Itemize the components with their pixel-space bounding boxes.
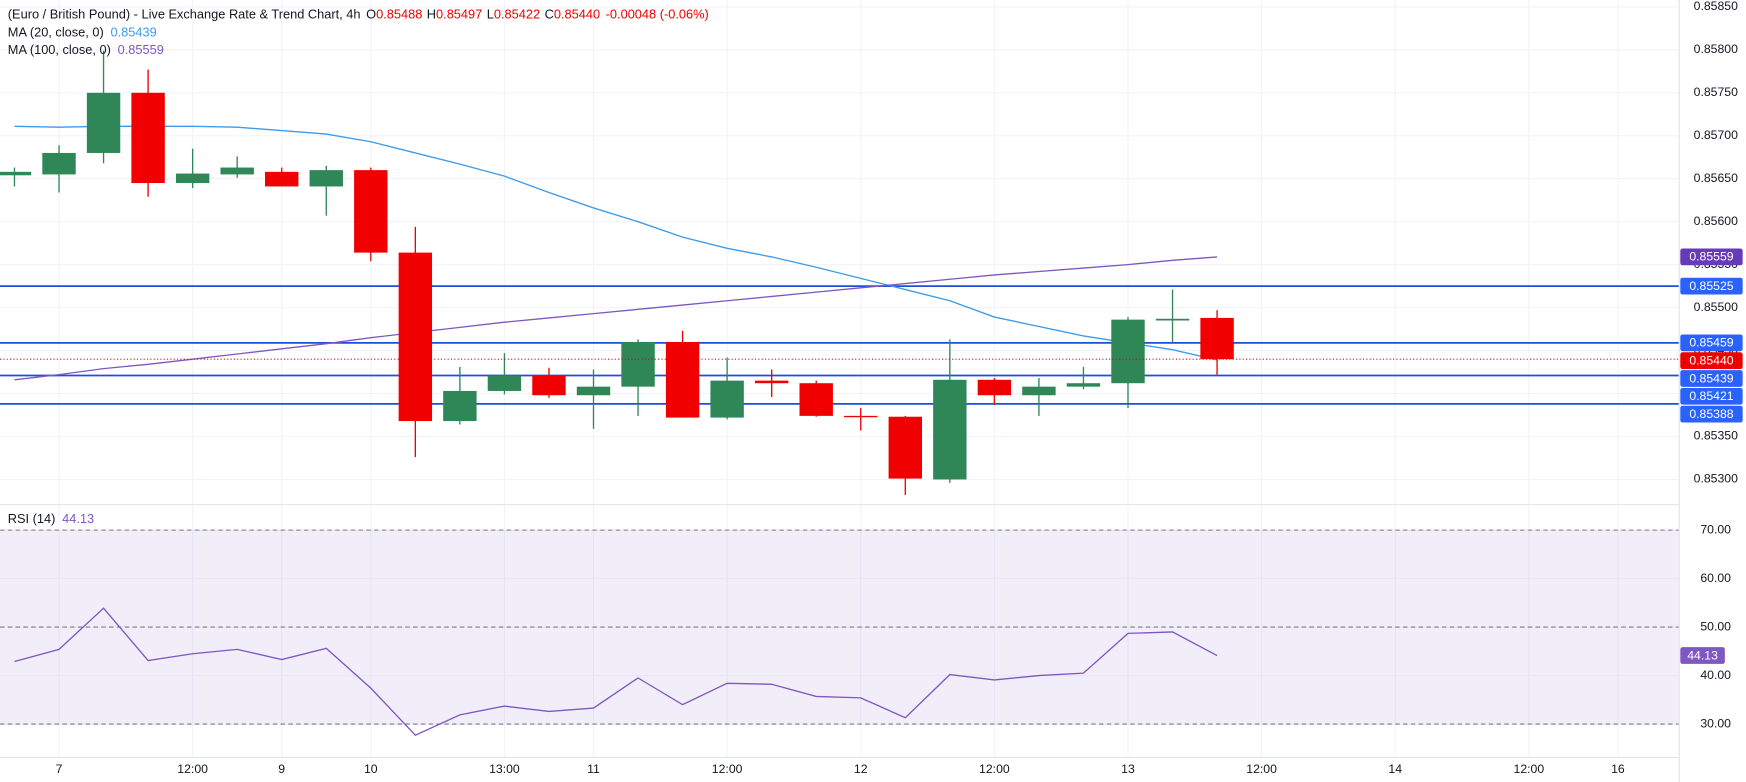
x-tick-label: 12 (854, 762, 868, 776)
y-tick-label: 0.85750 (1694, 85, 1738, 99)
candle-body (131, 92, 165, 184)
candle-body (665, 341, 700, 418)
candle-body (1155, 318, 1190, 321)
ohlc-value: 0.85440 (554, 7, 600, 22)
rsi-tick-label: 50.00 (1700, 619, 1731, 633)
candle-body (354, 170, 388, 253)
title: (Euro / British Pound) - Live Exchange R… (8, 7, 361, 22)
y-tick-label: 0.85650 (1694, 171, 1738, 185)
rsi-line (14, 607, 1218, 736)
ma-line (14, 256, 1218, 381)
x-tick-label: 16 (1611, 762, 1625, 776)
candle-body (0, 171, 32, 176)
x-tick-label: 7 (56, 762, 63, 776)
price-badge (1680, 352, 1743, 370)
candle-body (398, 252, 433, 422)
x-tick-label: 13 (1121, 762, 1135, 776)
rsi-tick-label: 40.00 (1700, 668, 1731, 682)
price-badge (1680, 248, 1743, 266)
rsi-legend: RSI (14) 44.13 (8, 512, 94, 527)
ohlc-value: 0.85497 (436, 7, 482, 22)
price-badge-label: 0.85525 (1689, 279, 1733, 293)
candle-body (1022, 386, 1056, 396)
candle-body (754, 380, 789, 384)
price-badge-label: 0.85440 (1689, 353, 1733, 367)
ohlc-value: 0.85488 (376, 7, 422, 22)
ma-legend: MA (100, close, 0) 0.85559 (8, 43, 164, 58)
ohlc-key: O (366, 7, 376, 22)
rsi-tick-label: 30.00 (1700, 716, 1731, 730)
candle-body (1066, 383, 1101, 387)
price-badge (1680, 405, 1743, 423)
candle-body (576, 386, 611, 396)
price-badge-label: 0.85439 (1689, 371, 1733, 385)
y-tick-label: 0.85800 (1694, 42, 1738, 56)
y-tick-label: 0.85700 (1694, 128, 1738, 142)
x-tick-label: 9 (278, 762, 285, 776)
price-badge (1680, 277, 1743, 295)
price-badge-label: 0.85459 (1689, 336, 1733, 350)
ohlc-key: L (487, 7, 494, 22)
y-tick-label: 0.85850 (1694, 0, 1738, 13)
y-tick-label: 0.85600 (1694, 214, 1738, 228)
x-tick-label: 12:00 (1514, 762, 1545, 776)
price-badge-label: 0.85388 (1689, 407, 1733, 421)
rsi-tick-label: 60.00 (1700, 571, 1731, 585)
candle-body (844, 415, 878, 418)
legend: (Euro / British Pound) - Live Exchange R… (8, 7, 709, 527)
candle-body (42, 152, 76, 175)
price-badge (1680, 370, 1743, 387)
candle-body (265, 171, 299, 187)
ma-name: MA (20, close, 0) (8, 25, 104, 40)
ohlc-key: H (427, 7, 436, 22)
ma-value: 0.85559 (118, 43, 164, 58)
candle-body (799, 383, 833, 416)
rsi-name: RSI (14) (8, 512, 56, 527)
ma-name: MA (100, close, 0) (8, 43, 111, 58)
x-tick-label: 11 (587, 762, 600, 776)
ohlc-key: C (545, 7, 554, 22)
x-tick-label: 12:00 (177, 762, 208, 776)
x-tick-label: 12:00 (712, 762, 743, 776)
price-badge-label: 0.85421 (1689, 389, 1733, 403)
price-badge (1680, 387, 1743, 405)
x-tick-label: 14 (1388, 762, 1402, 776)
candle-body (86, 92, 121, 153)
candle-body (621, 341, 655, 387)
candle-body (710, 380, 744, 418)
change: -0.00048 (-0.06%) (606, 7, 709, 22)
rsi-badge-label: 44.13 (1687, 648, 1718, 662)
candle-body (443, 390, 477, 422)
candle-body (532, 375, 566, 396)
rsi-value: 44.13 (62, 512, 94, 527)
candle-body (309, 170, 343, 187)
x-tick-label: 12:00 (979, 762, 1010, 776)
rsi-tick-label: 70.00 (1700, 522, 1731, 536)
candle-body (888, 416, 922, 479)
price-badge (1680, 334, 1743, 352)
y-tick-label: 0.85350 (1694, 429, 1738, 443)
x-tick-label: 10 (364, 762, 378, 776)
ma-value: 0.85439 (110, 25, 156, 40)
rsi-badge (1680, 647, 1725, 664)
candle-body (220, 167, 254, 175)
candle-body (487, 375, 522, 391)
header: (Euro / British Pound) - Live Exchange R… (8, 7, 709, 22)
candle-body (175, 173, 210, 184)
candle-body (933, 379, 967, 480)
ohlc-value: 0.85422 (494, 7, 540, 22)
price-badge-label: 0.85559 (1689, 250, 1733, 264)
x-tick-label: 13:00 (489, 762, 520, 776)
ma-line (14, 125, 1218, 361)
ma-legend: MA (20, close, 0) 0.85439 (8, 25, 157, 40)
y-tick-label: 0.85300 (1694, 472, 1738, 486)
candle-body (977, 379, 1012, 396)
candle-body (1111, 319, 1145, 384)
x-tick-label: 12:00 (1246, 762, 1277, 776)
y-tick-label: 0.85500 (1694, 300, 1738, 314)
candle-body (1200, 317, 1234, 360)
